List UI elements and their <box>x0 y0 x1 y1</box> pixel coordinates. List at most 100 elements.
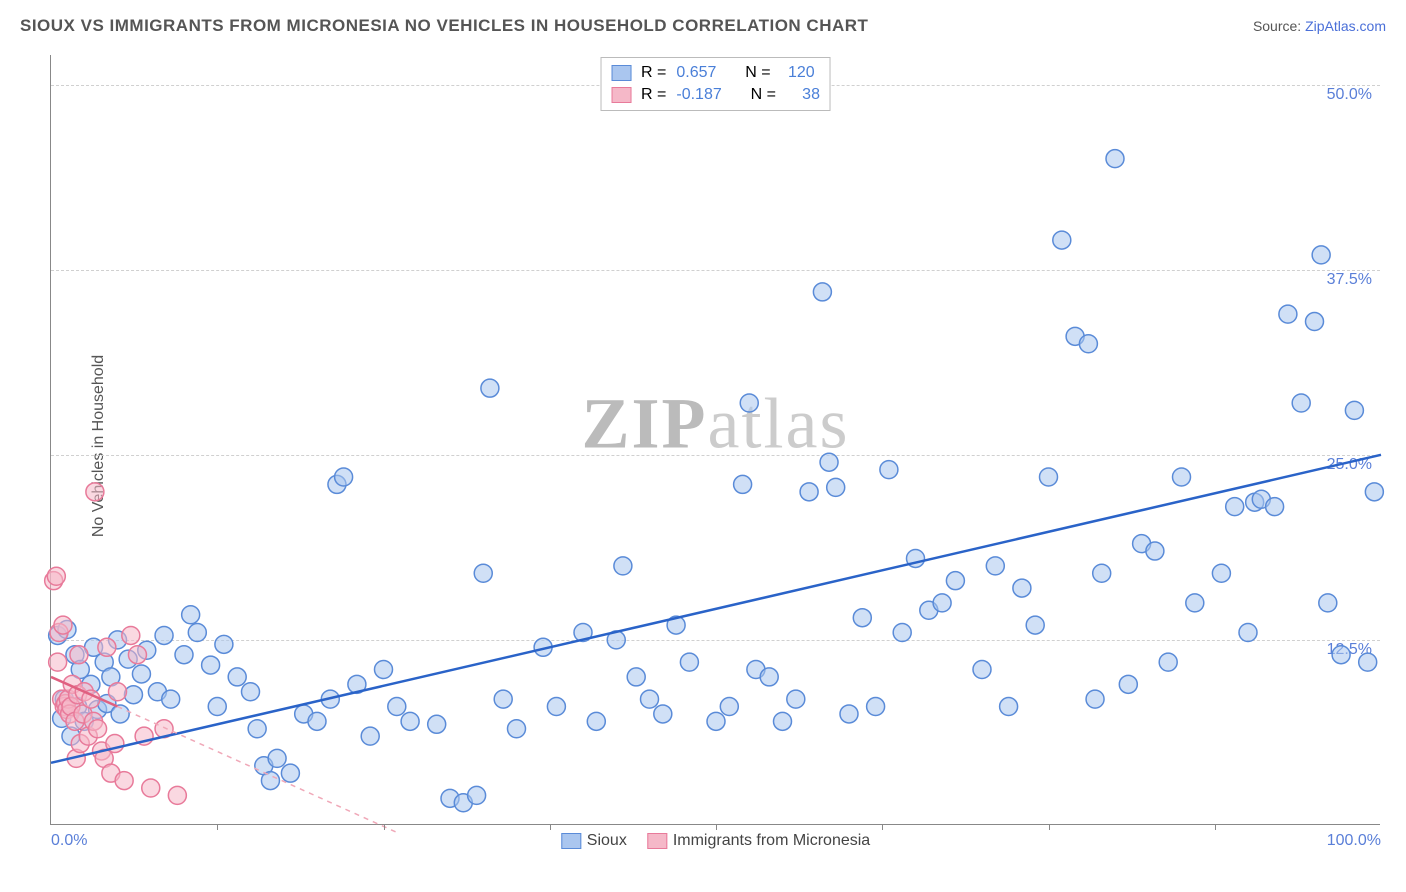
data-point <box>1332 646 1350 664</box>
data-point <box>680 653 698 671</box>
stats-row-micronesia: R = -0.187 N = 38 <box>611 84 820 106</box>
data-point <box>109 683 127 701</box>
data-point <box>1239 624 1257 642</box>
data-point <box>47 567 65 585</box>
data-point <box>1292 394 1310 412</box>
data-point <box>880 461 898 479</box>
data-point <box>1053 231 1071 249</box>
data-point <box>1173 468 1191 486</box>
data-point <box>1000 698 1018 716</box>
data-point <box>820 453 838 471</box>
data-point <box>375 661 393 679</box>
data-point <box>1319 594 1337 612</box>
stats-row-sioux: R = 0.657 N = 120 <box>611 62 820 84</box>
data-point <box>787 690 805 708</box>
data-point <box>641 690 659 708</box>
data-point <box>840 705 858 723</box>
data-point <box>933 594 951 612</box>
data-point <box>614 557 632 575</box>
data-point <box>242 683 260 701</box>
data-point <box>1086 690 1104 708</box>
n-value-sioux: 120 <box>781 62 815 84</box>
data-point <box>175 646 193 664</box>
data-point <box>481 379 499 397</box>
legend-item-sioux: Sioux <box>561 832 627 850</box>
data-point <box>867 698 885 716</box>
data-point <box>627 668 645 686</box>
data-point <box>1365 483 1383 501</box>
data-point <box>474 564 492 582</box>
data-point <box>228 668 246 686</box>
data-point <box>986 557 1004 575</box>
data-point <box>1040 468 1058 486</box>
scatter-chart <box>51 55 1380 824</box>
legend-item-micronesia: Immigrants from Micronesia <box>647 832 870 850</box>
data-point <box>248 720 266 738</box>
r-label: R = <box>641 62 666 84</box>
data-point <box>508 720 526 738</box>
data-point <box>1212 564 1230 582</box>
stats-legend: R = 0.657 N = 120 R = -0.187 N = 38 <box>600 57 831 111</box>
source-attribution: Source: ZipAtlas.com <box>1253 18 1386 34</box>
data-point <box>98 638 116 656</box>
data-point <box>468 786 486 804</box>
x-tick-mark <box>1215 824 1216 830</box>
data-point <box>335 468 353 486</box>
x-tick-label: 100.0% <box>1327 832 1381 850</box>
data-point <box>388 698 406 716</box>
data-point <box>162 690 180 708</box>
r-value-sioux: 0.657 <box>676 62 716 84</box>
x-tick-mark <box>1049 824 1050 830</box>
data-point <box>361 727 379 745</box>
data-point <box>734 475 752 493</box>
data-point <box>1345 401 1363 419</box>
x-tick-mark <box>217 824 218 830</box>
data-point <box>308 712 326 730</box>
data-point <box>281 764 299 782</box>
data-point <box>86 483 104 501</box>
data-point <box>1026 616 1044 634</box>
data-point <box>1266 498 1284 516</box>
data-point <box>707 712 725 730</box>
data-point <box>155 626 173 644</box>
data-point <box>401 712 419 730</box>
x-tick-mark <box>882 824 883 830</box>
data-point <box>70 646 88 664</box>
data-point <box>89 720 107 738</box>
swatch-sioux <box>611 65 631 81</box>
data-point <box>774 712 792 730</box>
r-label: R = <box>641 84 666 106</box>
data-point <box>893 624 911 642</box>
data-point <box>182 606 200 624</box>
data-point <box>49 653 67 671</box>
x-tick-mark <box>550 824 551 830</box>
swatch-micronesia <box>647 833 667 849</box>
data-point <box>800 483 818 501</box>
swatch-sioux <box>561 833 581 849</box>
data-point <box>494 690 512 708</box>
data-point <box>760 668 778 686</box>
legend-label-sioux: Sioux <box>587 832 627 850</box>
data-point <box>268 749 286 767</box>
source-prefix: Source: <box>1253 18 1301 34</box>
source-link[interactable]: ZipAtlas.com <box>1305 18 1386 34</box>
n-label: N = <box>751 84 776 106</box>
data-point <box>1079 335 1097 353</box>
data-point <box>946 572 964 590</box>
x-tick-mark <box>716 824 717 830</box>
data-point <box>720 698 738 716</box>
data-point <box>1106 150 1124 168</box>
data-point <box>1093 564 1111 582</box>
x-tick-label: 0.0% <box>51 832 87 850</box>
data-point <box>115 772 133 790</box>
data-point <box>1359 653 1377 671</box>
data-point <box>128 646 146 664</box>
data-point <box>1279 305 1297 323</box>
data-point <box>1306 313 1324 331</box>
data-point <box>587 712 605 730</box>
data-point <box>547 698 565 716</box>
data-point <box>1312 246 1330 264</box>
data-point <box>973 661 991 679</box>
plot-area: ZIPatlas 12.5%25.0%37.5%50.0% R = 0.657 … <box>50 55 1380 825</box>
data-point <box>122 626 140 644</box>
